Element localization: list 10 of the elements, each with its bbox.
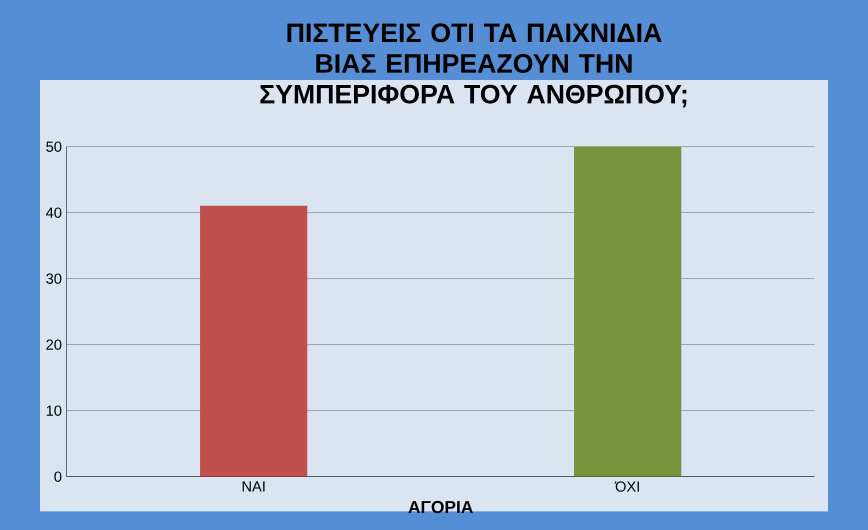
x-axis-title: ΑΓΟΡΙΑ <box>408 500 473 514</box>
chart-title: ΠΙΣΤΕΥΕΙΣ ΟΤΙ ΤΑ ΠΑΙΧΝΙΔΙΑ ΒΙΑΣ ΕΠΗΡΕΑΖΟΥΝ ΤΗΝ ΣΥΜΠΕΡΙΦΟΡΑ ΤΟΥ ΑΝΘΡΩΠΟΥ; <box>260 23 686 108</box>
y-tick-label: 10 <box>46 405 62 416</box>
y-tick-label: 30 <box>46 273 62 284</box>
y-tick-label: 50 <box>46 141 62 152</box>
y-tick-label: 0 <box>54 471 62 482</box>
x-tick-label: ΌΧΙ <box>614 481 639 492</box>
x-tick-label: ΝΑΙ <box>242 481 265 492</box>
y-tick-label: 40 <box>46 207 62 218</box>
y-tick-label: 20 <box>46 339 62 350</box>
